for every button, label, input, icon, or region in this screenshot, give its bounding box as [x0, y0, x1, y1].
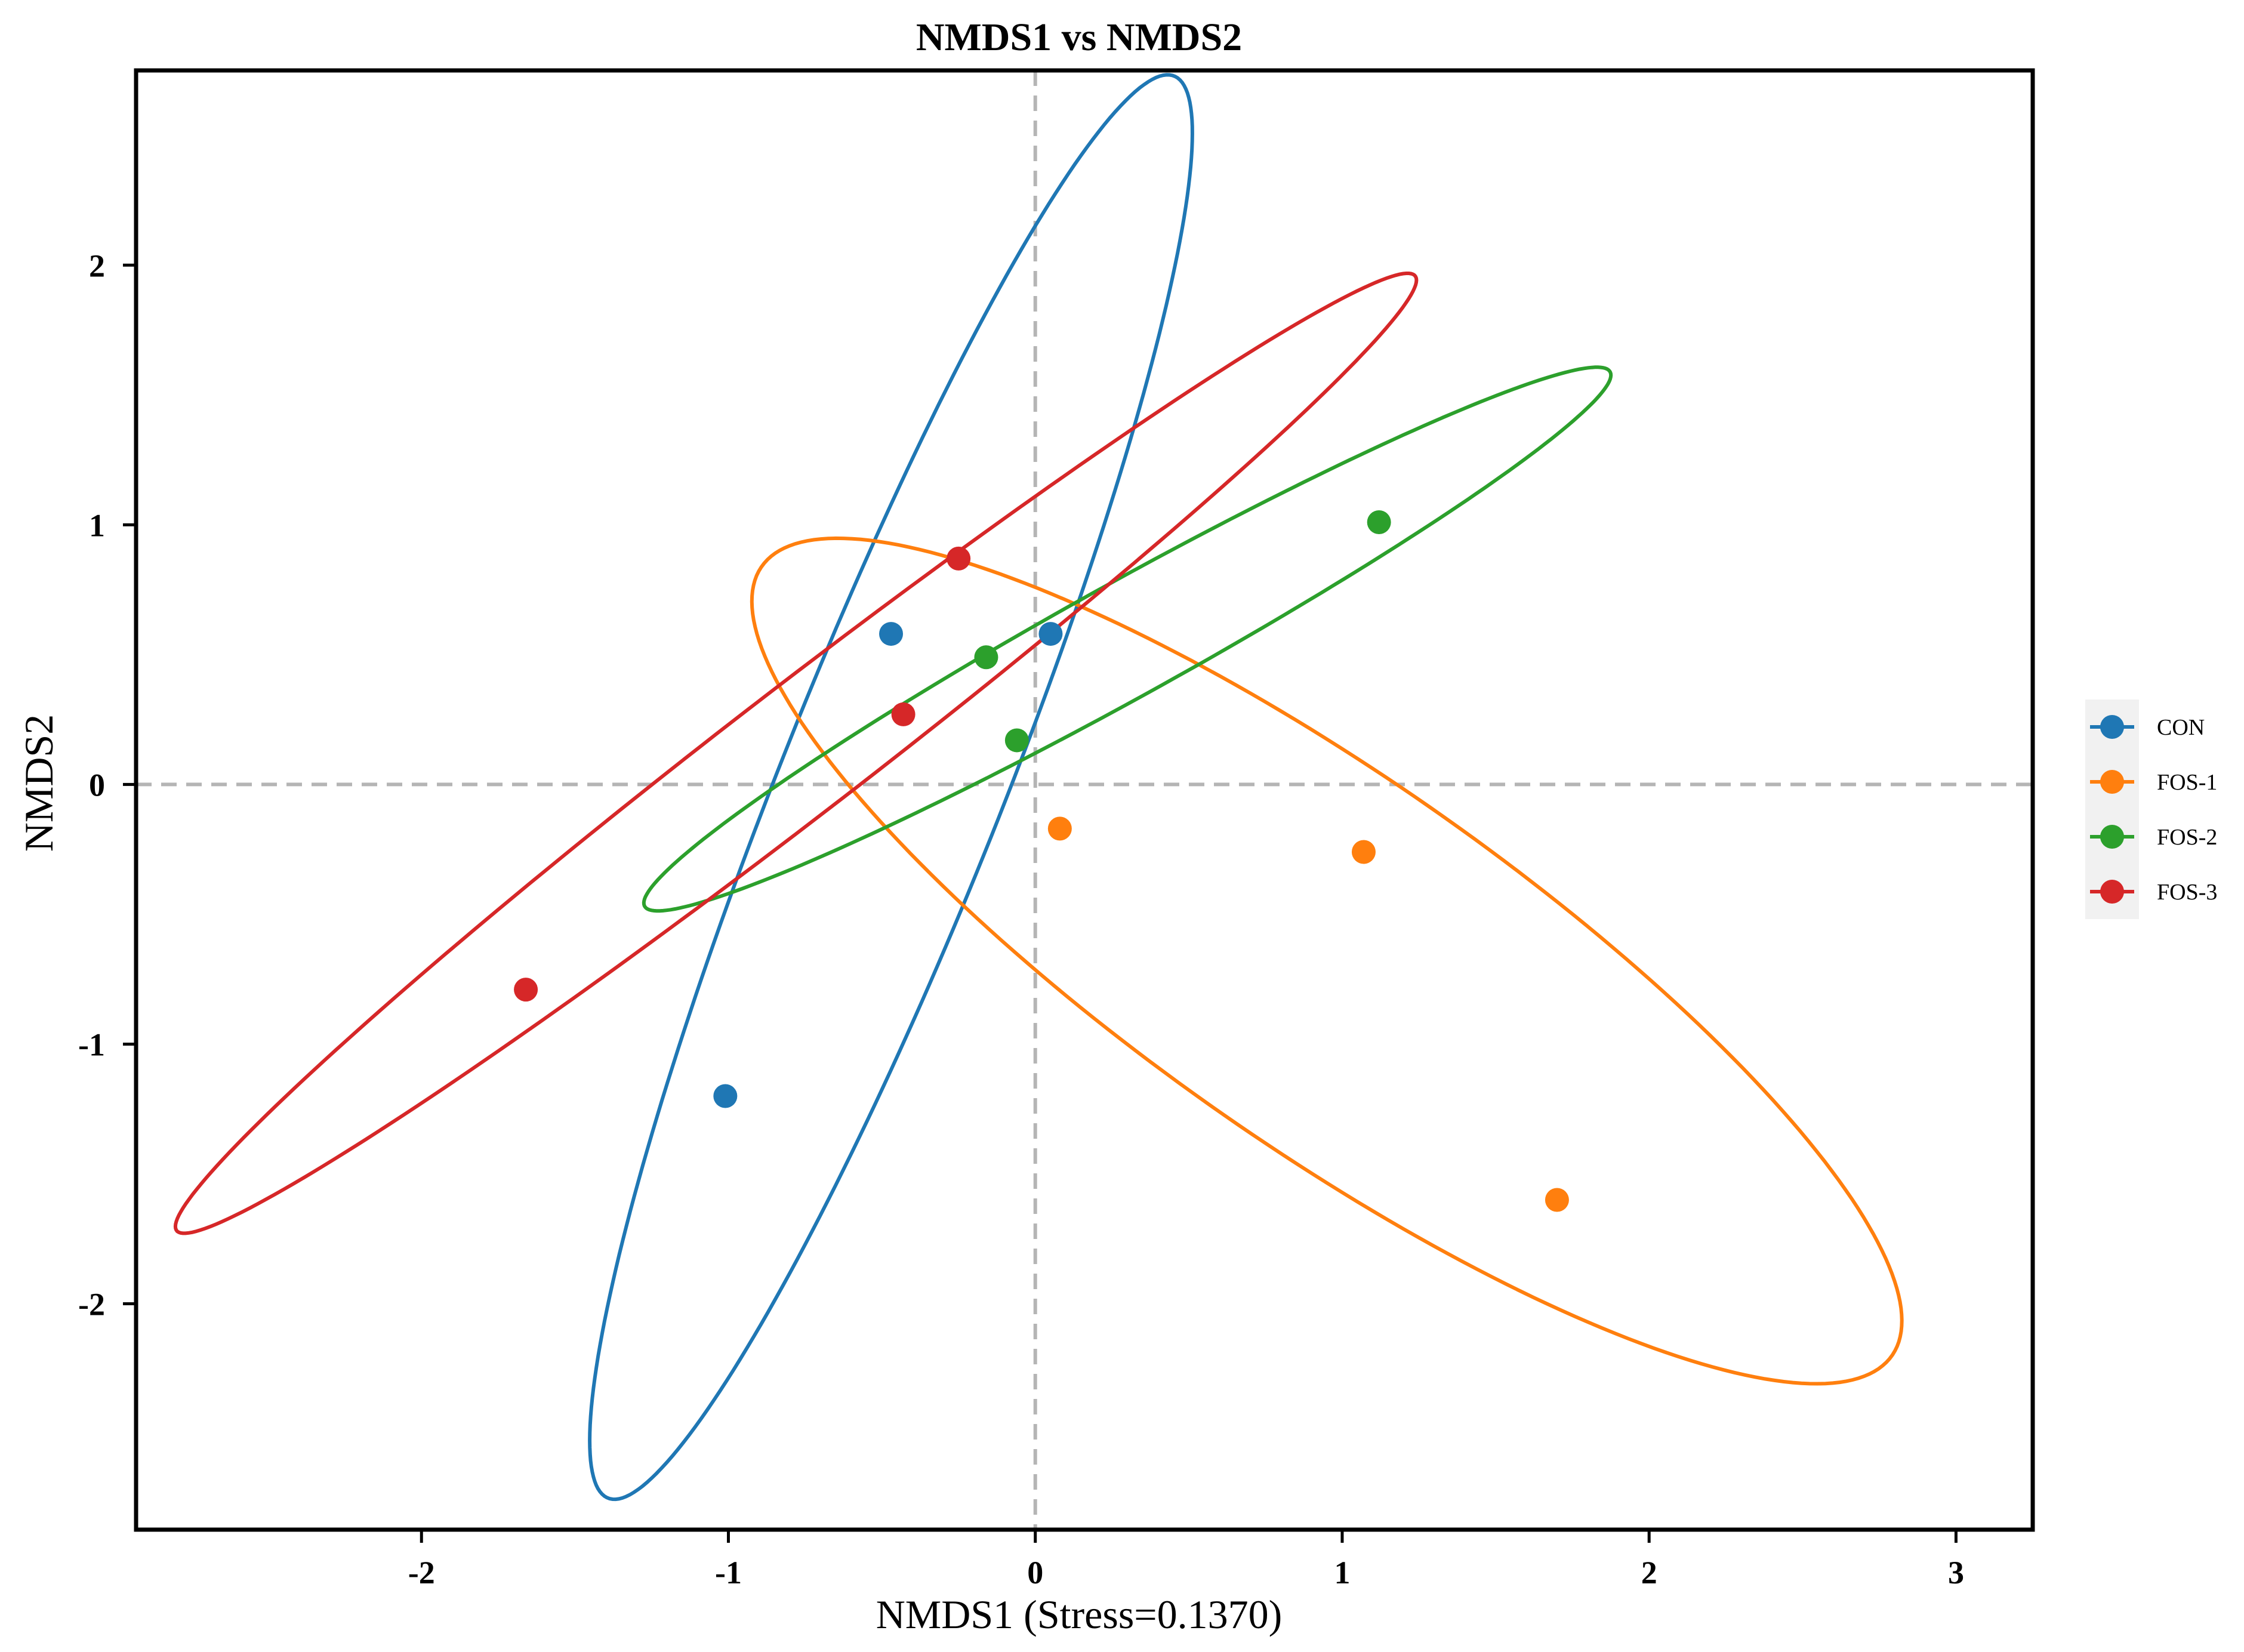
reference-lines: [136, 70, 2033, 1530]
x-tick-label: -2: [408, 1555, 435, 1591]
point-con-2: [1038, 622, 1063, 646]
legend-label-fos-3: FOS-3: [2157, 880, 2217, 905]
legend-marker-fos-1: [2100, 770, 2124, 794]
x-axis-ticks: -2 -1 0 1 2 3: [408, 1530, 1964, 1591]
legend-label-fos-2: FOS-2: [2157, 825, 2217, 850]
ellipse-fos-2: [642, 365, 1613, 913]
y-tick-label: -2: [78, 1287, 105, 1323]
ellipse-con: [588, 73, 1194, 1502]
x-tick-label: -1: [715, 1555, 742, 1591]
y-axis-label: NMDS2: [16, 714, 61, 852]
x-tick-label: 2: [1641, 1555, 1657, 1591]
confidence-ellipses: [173, 73, 1904, 1502]
point-fos-1-2: [1351, 840, 1376, 864]
legend-marker-con: [2100, 715, 2124, 739]
point-fos-1-1: [1047, 816, 1072, 841]
legend-marker-fos-3: [2100, 880, 2124, 904]
y-tick-label: 2: [89, 248, 105, 283]
legend-label-con: CON: [2157, 715, 2205, 740]
y-tick-label: 1: [89, 507, 105, 543]
legend-marker-fos-2: [2100, 825, 2124, 849]
point-con-1: [879, 622, 904, 646]
plot-frame: [134, 68, 2035, 1532]
point-fos-2-1: [974, 645, 998, 670]
point-fos-2-2: [1367, 510, 1391, 534]
point-fos-1-3: [1545, 1188, 1569, 1212]
point-fos-3-3: [514, 978, 538, 1002]
legend-label-fos-1: FOS-1: [2157, 770, 2217, 795]
ellipse-fos-3: [173, 272, 1419, 1235]
ellipse-fos-1: [750, 536, 1904, 1386]
point-con-3: [713, 1084, 738, 1108]
y-tick-label: 0: [89, 767, 105, 803]
x-tick-label: 0: [1027, 1555, 1043, 1591]
legend: CON FOS-1 FOS-2 FOS-3: [2085, 699, 2217, 919]
point-fos-3-2: [891, 702, 916, 726]
y-axis-ticks: -2 -1 0 1 2: [78, 248, 136, 1323]
x-tick-label: 1: [1334, 1555, 1350, 1591]
chart-title: NMDS1 vs NMDS2: [916, 16, 1242, 59]
x-tick-label: 3: [1948, 1555, 1964, 1591]
point-fos-2-3: [1004, 728, 1029, 753]
data-points: [514, 510, 1569, 1212]
y-tick-label: -1: [78, 1027, 105, 1062]
x-axis-label: NMDS1 (Stress=0.1370): [876, 1592, 1283, 1637]
point-fos-3-1: [947, 546, 971, 571]
